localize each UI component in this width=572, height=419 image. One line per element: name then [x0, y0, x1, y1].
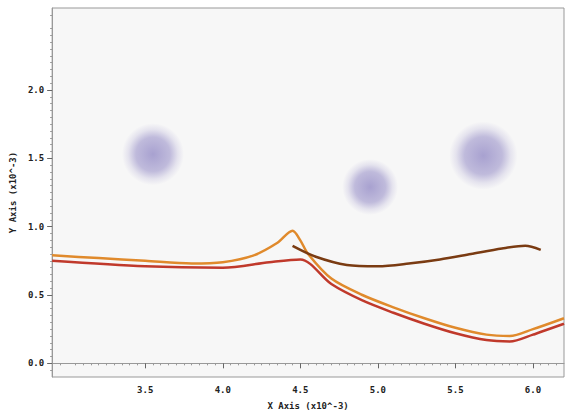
svg-text:2.0: 2.0 [28, 85, 44, 95]
svg-text:0.5: 0.5 [28, 290, 44, 300]
svg-text:0.0: 0.0 [28, 358, 44, 368]
svg-text:X Axis (x10^-3): X Axis (x10^-3) [267, 401, 348, 411]
svg-text:1.5: 1.5 [28, 153, 44, 163]
svg-text:6.0: 6.0 [525, 385, 541, 395]
svg-text:4.5: 4.5 [292, 385, 308, 395]
svg-text:Y Axis (x10^-3): Y Axis (x10^-3) [8, 152, 18, 233]
svg-text:1.0: 1.0 [28, 222, 44, 232]
svg-text:5.0: 5.0 [370, 385, 386, 395]
svg-text:4.0: 4.0 [215, 385, 231, 395]
svg-text:5.5: 5.5 [447, 385, 463, 395]
svg-text:3.5: 3.5 [137, 385, 153, 395]
